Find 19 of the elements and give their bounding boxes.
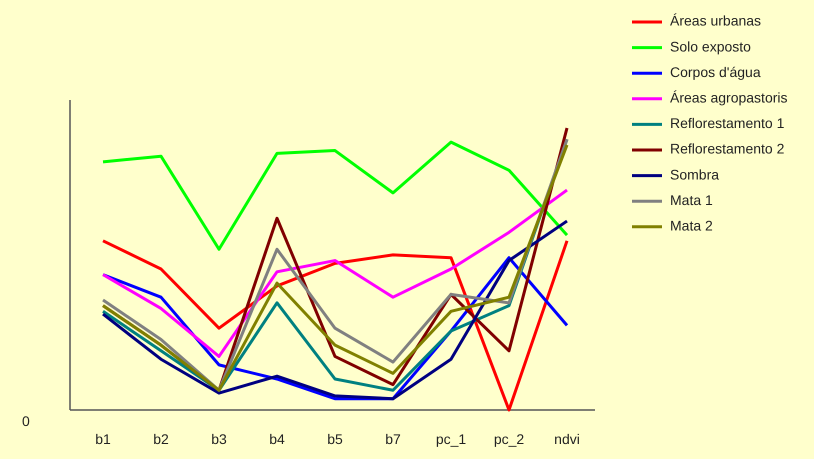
x-tick-label: pc_2 — [494, 431, 524, 447]
x-tick-label: b1 — [95, 431, 111, 447]
x-tick-label: b3 — [211, 431, 227, 447]
x-tick-label: ndvi — [554, 431, 580, 447]
x-tick-label: b2 — [153, 431, 169, 447]
x-tick-label: b5 — [327, 431, 343, 447]
legend-label: Áreas urbanas — [670, 12, 762, 29]
legend-label: Sombra — [670, 166, 720, 182]
legend-label: Áreas agropastoris — [670, 90, 788, 106]
legend-label: Reflorestamento 2 — [670, 140, 785, 157]
x-tick-label: pc_1 — [436, 431, 466, 447]
legend-label: Mata 2 — [670, 218, 714, 234]
legend-label: Solo exposto — [670, 38, 752, 54]
legend-label: Reflorestamento 1 — [670, 115, 785, 132]
text: 0 — [22, 413, 30, 429]
x-tick-label: b7 — [385, 431, 401, 447]
legend-label: Mata 1 — [670, 192, 714, 208]
x-tick-label: b4 — [269, 431, 285, 447]
legend-label: Corpos d'água — [670, 64, 761, 80]
